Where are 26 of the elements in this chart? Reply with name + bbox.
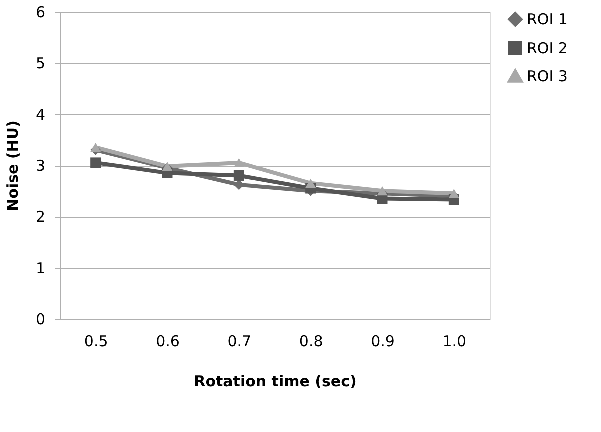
y-tick-label: 4 xyxy=(36,106,46,124)
legend-label: ROI 1 xyxy=(527,10,568,28)
point xyxy=(234,158,244,168)
x-tick-label: 0.6 xyxy=(156,332,180,350)
y-tick-label: 3 xyxy=(36,157,46,175)
y-tick-label: 6 xyxy=(36,4,46,22)
point xyxy=(90,143,102,152)
x-tick-label: 1.0 xyxy=(442,332,467,350)
point xyxy=(234,180,244,190)
y-tick-label: 0 xyxy=(36,310,46,328)
x-tick-label: 0.5 xyxy=(84,332,108,350)
point xyxy=(377,186,388,196)
point xyxy=(448,189,460,198)
x-tick-label: 0.9 xyxy=(371,332,395,350)
point xyxy=(306,178,316,188)
y-tick-label: 2 xyxy=(36,208,46,226)
point xyxy=(234,170,244,181)
point xyxy=(90,158,102,168)
x-tick-label: 0.7 xyxy=(228,332,252,350)
x-tick-label: 0.8 xyxy=(299,332,324,350)
y-tick-label: 1 xyxy=(36,259,46,278)
y-axis-title: Noise (HU) xyxy=(4,120,22,212)
legend-label: ROI 3 xyxy=(527,68,568,86)
y-tick-label: 5 xyxy=(36,54,46,73)
legend-label: ROI 2 xyxy=(527,40,568,58)
x-axis-title: Rotation time (sec) xyxy=(194,372,357,390)
